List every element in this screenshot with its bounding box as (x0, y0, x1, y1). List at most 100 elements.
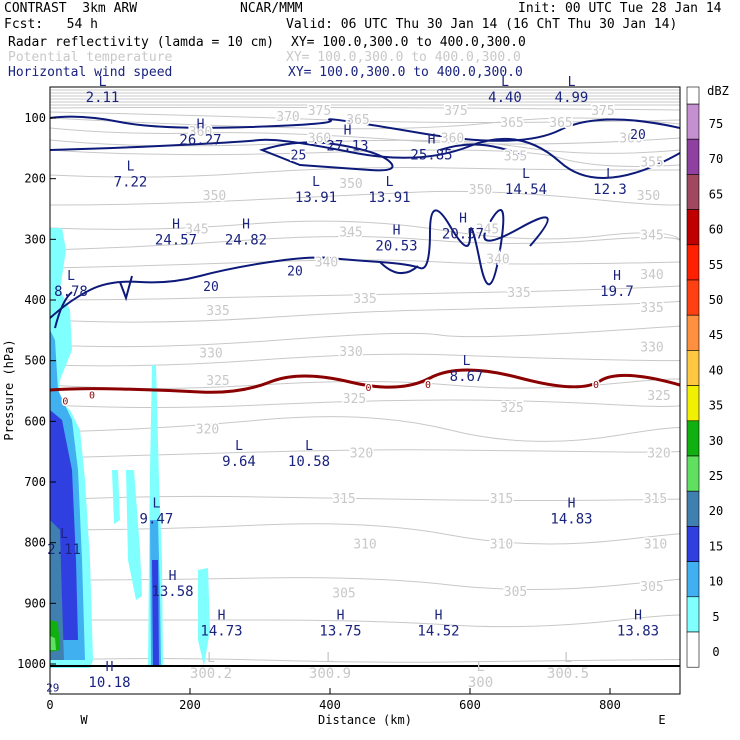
theta-label: 345 (339, 225, 362, 240)
theta-label: 350 (637, 189, 660, 204)
hl-letter: L (60, 527, 68, 542)
colorbar-label: 5 (712, 610, 719, 624)
x-tick-label: 600 (459, 698, 481, 712)
hl-value: 24.57 (155, 232, 197, 248)
colorbar-label: 65 (709, 187, 723, 201)
colorbar-label: 20 (709, 504, 723, 518)
hl-letter: H (337, 609, 345, 624)
hl-value: 10.18 (88, 675, 130, 691)
hl-letter: H (393, 223, 401, 238)
hl-letter: L (312, 175, 320, 190)
theta-label: 360 (441, 131, 464, 146)
theta-label: 375 (444, 104, 467, 119)
theta-label: 325 (343, 392, 366, 407)
colorbar-top-cap (686, 86, 700, 105)
hl-letter: L (67, 269, 75, 284)
hl-value: 300.9 (309, 666, 351, 682)
colorbar-swatch (686, 103, 700, 140)
theta-label: 320 (196, 422, 219, 437)
theta-label: 325 (500, 401, 523, 416)
hl-letter: H (218, 609, 226, 624)
hl-value: 4.40 (488, 90, 522, 106)
colorbar-label: 45 (709, 328, 723, 342)
hl-value: 27.13 (326, 138, 368, 154)
colorbar-swatch (686, 526, 700, 562)
hl-letter: L (152, 496, 160, 511)
colorbar-swatch (686, 174, 700, 210)
y-axis: 100 200 300 400 500 600 700 800 900 1000 (17, 111, 56, 671)
refl-cell-b (126, 470, 142, 600)
hl-letter: H (568, 496, 576, 511)
hl-value: 14.83 (550, 511, 592, 527)
field-reflectivity: Radar reflectivity (lamda = 10 cm) (8, 35, 275, 50)
valid-time: Valid: 06 UTC Thu 30 Jan 14 (16 ChT Thu … (286, 17, 678, 32)
theta-label: 365 (346, 113, 369, 128)
wind-contour-labels: 20 25 20 20 (202, 127, 648, 297)
colorbar-label: 50 (709, 293, 723, 307)
hl-letter: L (326, 651, 334, 666)
hl-value: 9.64 (222, 454, 256, 470)
hl-letter: L (568, 75, 576, 90)
colorbar-swatch (686, 385, 700, 422)
hl-letter: H (242, 217, 250, 232)
theta-label: 345 (185, 222, 208, 237)
y-tick-label: 700 (24, 475, 46, 489)
refl-25dbz-core (50, 636, 56, 650)
hl-letter: L (522, 167, 530, 182)
init-time: Init: 00 UTC Tue 28 Jan 14 (518, 1, 722, 16)
hl-value: 9.47 (140, 511, 174, 527)
plot-frame (49, 86, 681, 695)
hl-value: 8.67 (450, 369, 484, 385)
theta-label: 325 (206, 374, 229, 389)
colorbar-label: 40 (709, 363, 723, 377)
wind-contour-20-west (54, 291, 73, 329)
hl-letter: L (477, 660, 485, 675)
wind-contour-25-b (439, 143, 524, 157)
hl-letter: L (606, 167, 614, 182)
theta-contour-labels: 375 375 375 370 365 365 365 360 360 360 360 355 355 3… (184, 102, 672, 602)
freezing-label: 0 (89, 390, 95, 401)
y-tick-label: 1000 (17, 657, 46, 671)
colorbar-label: 55 (709, 258, 723, 272)
hl-letter: L (207, 651, 215, 666)
theta-label: 310 (353, 538, 376, 553)
colorbar-label: 25 (709, 469, 723, 483)
hl-letter: H (106, 660, 114, 675)
theta-label: 305 (332, 586, 355, 601)
hl-letter: L (99, 75, 107, 90)
wind-contour-20-upper (50, 115, 680, 142)
hl-value: 300.2 (190, 666, 232, 682)
y-tick-label: 600 (24, 414, 46, 428)
hl-letter: L (564, 651, 572, 666)
colorbar-label: 15 (709, 539, 723, 553)
hl-letter: L (235, 439, 243, 454)
theta-label: 335 (507, 286, 530, 301)
hl-value: 2.11 (86, 90, 120, 106)
freezing-label: 0 (593, 380, 599, 391)
wind-contour-notch (119, 275, 133, 302)
colorbar-swatch (686, 455, 700, 492)
colorbar-label: 60 (709, 223, 723, 237)
colorbar-label: 75 (709, 117, 723, 131)
east-label: E (658, 713, 665, 727)
hl-value: 13.75 (319, 624, 361, 640)
colorbar-swatch (686, 350, 700, 386)
theta-label: 360 (189, 125, 212, 140)
theta-label: 315 (332, 492, 355, 507)
colorbar-swatch (686, 138, 700, 175)
hl-value: 14.52 (417, 624, 459, 640)
field-wind-xy: XY= 100.0,300.0 to 400.0,300.0 (288, 65, 523, 80)
theta-label: 310 (490, 538, 513, 553)
wind-contour-20-lower (50, 137, 680, 179)
wind-contour-25 (259, 141, 394, 172)
field-reflectivity-xy: XY= 100.0,300.0 to 400.0,300.0 (291, 35, 526, 50)
theta-label: 340 (640, 268, 663, 283)
theta-label: 320 (647, 447, 670, 462)
y-axis-label: Pressure (hPa) (2, 339, 16, 440)
colorbar-swatch (686, 490, 700, 527)
theta-label: 335 (353, 292, 376, 307)
theta-label: 330 (199, 347, 222, 362)
theta-label: 325 (647, 389, 670, 404)
hl-value: 13.91 (295, 190, 337, 206)
